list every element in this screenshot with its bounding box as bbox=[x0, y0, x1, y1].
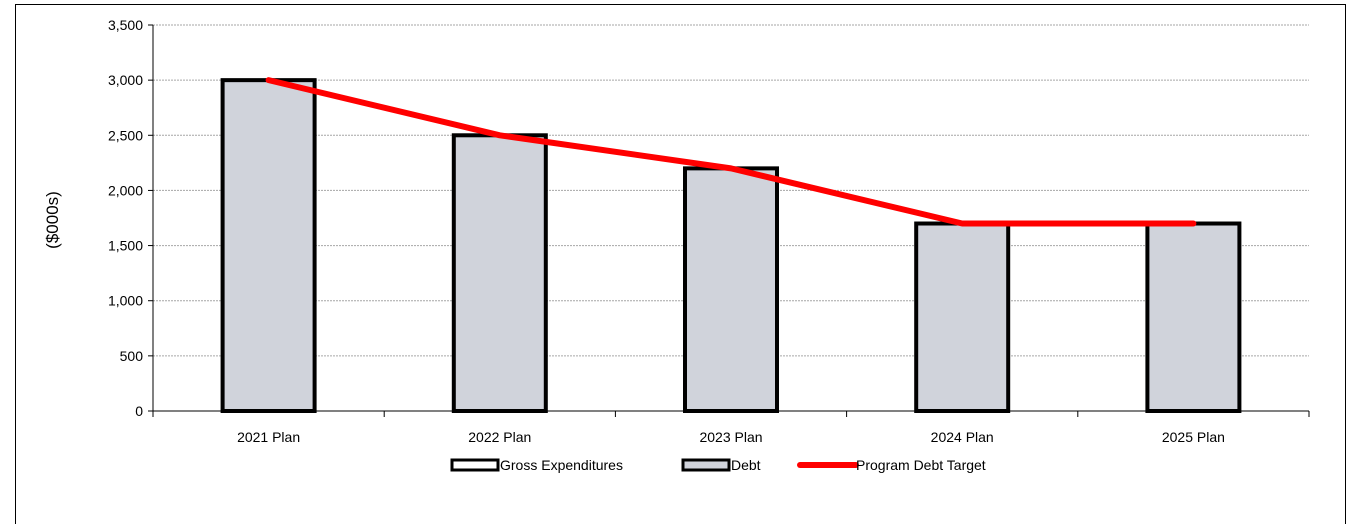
y-tick-label: 1,000 bbox=[108, 293, 143, 309]
chart-frame bbox=[15, 4, 1346, 524]
legend-label-gross-expenditures: Gross Expenditures bbox=[500, 457, 623, 473]
program-debt-target-line bbox=[265, 77, 1197, 227]
y-axis-label: ($000s) bbox=[43, 191, 62, 249]
x-category-label: 2021 Plan bbox=[237, 429, 300, 445]
axes bbox=[152, 25, 1309, 412]
x-category-label: 2022 Plan bbox=[468, 429, 531, 445]
program-debt-target-polyline bbox=[265, 77, 1197, 227]
bar-2021-plan bbox=[220, 78, 317, 414]
legend: Gross Expenditures Debt Program Debt Targe… bbox=[450, 457, 986, 473]
legend-swatch-gross-expenditures bbox=[450, 458, 500, 472]
x-category-label: 2025 Plan bbox=[1162, 429, 1225, 445]
bar-line-chart: 0 500 1,000 1,500 2,000 2,500 3,000 3,500 2021 … bbox=[43, 17, 1310, 473]
legend-label-debt: Debt bbox=[731, 457, 761, 473]
y-tick-label: 2,500 bbox=[108, 127, 143, 143]
x-categories: 2021 Plan 2022 Plan 2023 Plan 2024 Plan 2025… bbox=[152, 411, 1310, 445]
y-tick-label: 3,500 bbox=[108, 17, 143, 33]
y-tick-label: 3,000 bbox=[108, 72, 143, 88]
legend-swatch-debt bbox=[681, 458, 731, 472]
bar-2022-plan bbox=[451, 133, 548, 414]
x-category-label: 2023 Plan bbox=[699, 429, 762, 445]
bars bbox=[220, 78, 1242, 414]
legend-label-program-debt-target: Program Debt Target bbox=[856, 457, 986, 473]
y-ticks: 0 500 1,000 1,500 2,000 2,500 3,000 3,500 bbox=[108, 17, 153, 419]
y-tick-label: 0 bbox=[135, 403, 143, 419]
bar-2024-plan bbox=[914, 221, 1011, 413]
x-category-label: 2024 Plan bbox=[931, 429, 994, 445]
y-tick-label: 2,000 bbox=[108, 182, 143, 198]
bar-2025-plan bbox=[1145, 221, 1242, 413]
bar-2023-plan bbox=[683, 166, 779, 413]
y-tick-label: 1,500 bbox=[108, 238, 143, 254]
y-tick-label: 500 bbox=[120, 348, 144, 364]
